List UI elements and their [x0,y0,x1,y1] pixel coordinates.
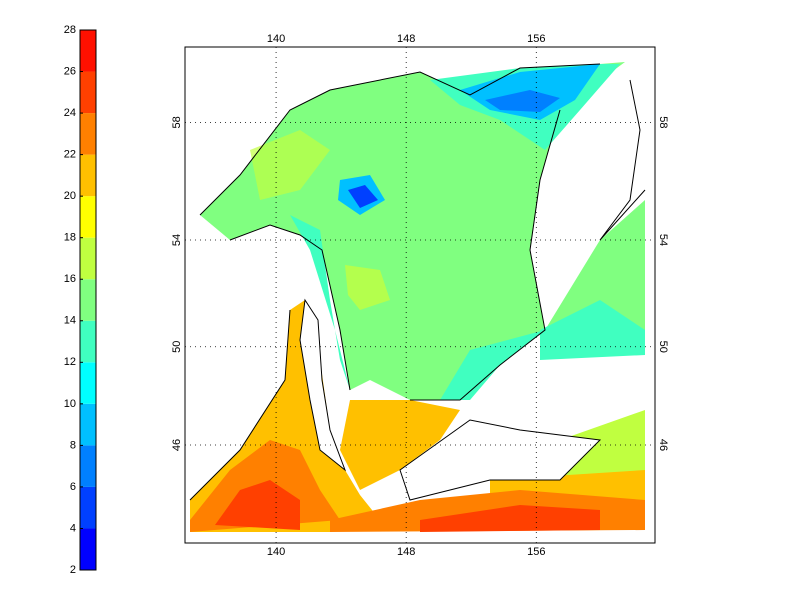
colorbar-tick-label: 26 [64,65,76,77]
colorbar-band [80,279,96,321]
colorbar-band [80,403,96,446]
colorbar-band [80,237,96,280]
colorbar-tick-label: 12 [64,356,76,368]
lat-label-left: 46 [171,439,183,451]
lat-label-right: 50 [657,341,669,353]
colorbar-tick-label: 22 [64,149,76,161]
colorbar-band [80,486,96,529]
colorbar-band [80,528,96,570]
lon-label-bottom: 156 [527,546,545,558]
colorbar-tick-label: 28 [64,24,76,36]
colorbar-band [80,196,96,238]
sst-field [185,47,655,543]
lon-label-bottom: 148 [397,546,415,558]
map-frame [184,46,656,544]
lat-label-left: 50 [171,341,183,353]
lon-label-top: 148 [397,33,415,45]
colorbar-tick-label: 4 [70,522,76,534]
colorbar-tick-label: 10 [64,398,76,410]
colorbar-band [80,113,96,155]
colorbar-tick-label: 16 [64,273,76,285]
lat-label-left: 58 [171,116,183,128]
lat-label-left: 54 [171,234,183,246]
colorbar-tick-label: 24 [64,107,76,119]
lat-label-right: 58 [657,116,669,128]
lon-label-top: 140 [267,33,285,45]
lon-label-top: 156 [527,33,545,45]
colorbar-band [80,71,96,114]
colorbar-band [80,154,96,197]
colorbar-band [80,362,96,404]
graticule: 140 140 148 148 156 156 46 46 50 50 54 54 58 58 [171,33,669,558]
lon-label-bottom: 140 [267,546,285,558]
colorbar-frame [79,29,97,571]
colorbar-band [80,445,96,487]
colorbar-tick-label: 20 [64,190,76,202]
colorbar-tick-label: 18 [64,232,76,244]
lat-label-right: 46 [657,439,669,451]
colorbar-tick-label: 2 [70,564,76,576]
colorbar-tick-label: 14 [64,315,76,327]
colorbar-tick-label: 6 [70,481,76,493]
colorbar-tick-label: 8 [70,439,76,451]
colorbar-band [80,320,96,363]
colorbar-band [80,30,96,72]
lat-label-right: 54 [657,234,669,246]
